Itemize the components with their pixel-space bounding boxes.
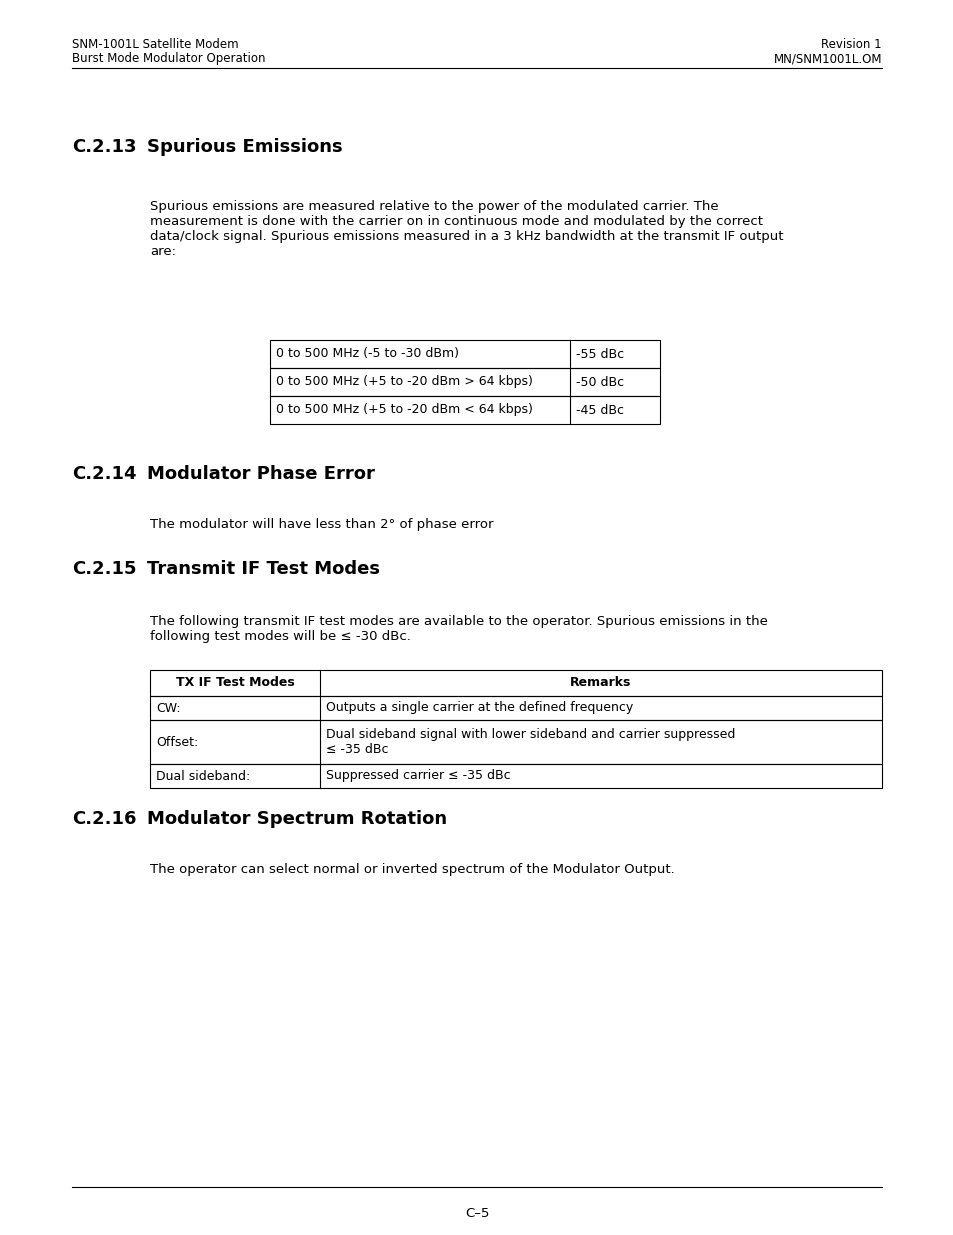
Text: measurement is done with the carrier on in continuous mode and modulated by the : measurement is done with the carrier on … (150, 215, 762, 228)
Text: Suppressed carrier ≤ -35 dBc: Suppressed carrier ≤ -35 dBc (326, 769, 510, 783)
Text: SNM-1001L Satellite Modem: SNM-1001L Satellite Modem (71, 38, 238, 51)
Text: Remarks: Remarks (570, 677, 631, 689)
Text: C.2.15: C.2.15 (71, 559, 136, 578)
Text: Modulator Phase Error: Modulator Phase Error (147, 466, 375, 483)
Bar (270, 396, 659, 424)
Text: are:: are: (150, 245, 175, 258)
Text: Offset:: Offset: (156, 736, 198, 748)
Text: C.2.16: C.2.16 (71, 810, 136, 827)
Text: Dual sideband signal with lower sideband and carrier suppressed: Dual sideband signal with lower sideband… (326, 727, 735, 741)
Text: TX IF Test Modes: TX IF Test Modes (175, 677, 294, 689)
Bar (150, 697, 882, 720)
Text: The operator can select normal or inverted spectrum of the Modulator Output.: The operator can select normal or invert… (150, 863, 674, 876)
Text: -50 dBc: -50 dBc (576, 375, 623, 389)
Text: -55 dBc: -55 dBc (576, 347, 623, 361)
Bar (270, 340, 659, 368)
Text: The modulator will have less than 2° of phase error: The modulator will have less than 2° of … (150, 517, 493, 531)
Bar (150, 671, 882, 697)
Text: ≤ -35 dBc: ≤ -35 dBc (326, 743, 388, 756)
Text: Burst Mode Modulator Operation: Burst Mode Modulator Operation (71, 52, 265, 65)
Bar (150, 764, 882, 788)
Text: Spurious emissions are measured relative to the power of the modulated carrier. : Spurious emissions are measured relative… (150, 200, 718, 212)
Text: Transmit IF Test Modes: Transmit IF Test Modes (147, 559, 379, 578)
Bar (150, 720, 882, 764)
Bar (270, 368, 659, 396)
Text: -45 dBc: -45 dBc (576, 404, 623, 416)
Text: Revision 1: Revision 1 (821, 38, 882, 51)
Text: 0 to 500 MHz (+5 to -20 dBm < 64 kbps): 0 to 500 MHz (+5 to -20 dBm < 64 kbps) (275, 404, 533, 416)
Text: Modulator Spectrum Rotation: Modulator Spectrum Rotation (147, 810, 447, 827)
Text: Dual sideband:: Dual sideband: (156, 769, 250, 783)
Text: following test modes will be ≤ -30 dBc.: following test modes will be ≤ -30 dBc. (150, 630, 411, 643)
Text: C–5: C–5 (464, 1207, 489, 1220)
Text: C.2.14: C.2.14 (71, 466, 136, 483)
Text: data/clock signal. Spurious emissions measured in a 3 kHz bandwidth at the trans: data/clock signal. Spurious emissions me… (150, 230, 782, 243)
Text: 0 to 500 MHz (+5 to -20 dBm > 64 kbps): 0 to 500 MHz (+5 to -20 dBm > 64 kbps) (275, 375, 533, 389)
Text: The following transmit IF test modes are available to the operator. Spurious emi: The following transmit IF test modes are… (150, 615, 767, 629)
Text: MN/SNM1001L.OM: MN/SNM1001L.OM (773, 52, 882, 65)
Text: Spurious Emissions: Spurious Emissions (147, 138, 342, 156)
Text: 0 to 500 MHz (-5 to -30 dBm): 0 to 500 MHz (-5 to -30 dBm) (275, 347, 458, 361)
Text: Outputs a single carrier at the defined frequency: Outputs a single carrier at the defined … (326, 701, 633, 715)
Text: C.2.13: C.2.13 (71, 138, 136, 156)
Text: CW:: CW: (156, 701, 180, 715)
